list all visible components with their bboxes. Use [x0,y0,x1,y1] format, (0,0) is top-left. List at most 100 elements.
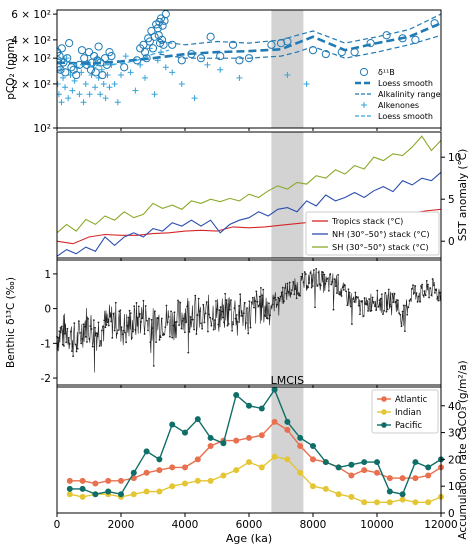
d13c-point [63,344,65,347]
accumulation-point [322,485,329,492]
accumulation-point [207,434,214,441]
y-axis-label: Accumulation rate CaCO₃ (g/m²/a) [457,360,469,539]
y-axis-label: SST anomaly (°C) [457,149,469,242]
d13c-point [277,296,280,299]
alkenone-point [169,69,176,76]
d13c-point [122,329,125,332]
d13c-point [144,305,147,307]
accumulation-point [399,491,406,498]
accumulation-point [399,475,406,482]
y-tick-label: 6 × 10² [11,9,51,21]
d13c-point [340,295,343,297]
d13c-point [405,304,407,307]
legend-marker [381,396,387,402]
d13c-point [274,298,277,301]
d13c-point [377,305,380,308]
accumulation-point [412,459,419,466]
d13c-point [255,290,258,293]
alkenone-point [132,87,139,94]
d13c-point [126,324,129,327]
d13c-point [86,341,88,343]
d13c-point [71,350,73,353]
accumulation-point [374,469,380,476]
alkenone-point [191,95,198,102]
accumulation-point [284,418,291,425]
alkenone-point [284,72,291,79]
d13c-point [167,315,170,318]
d13c-point [69,330,72,333]
alkenone-point [127,69,134,76]
d13c-point [262,288,265,291]
d13c-point [374,305,376,308]
y-tick-label: 3 × 10² [11,53,51,65]
alkenone-point [58,99,65,106]
d13c-point [273,296,276,299]
d13c-point [217,323,220,326]
legend-label: δ¹¹B [378,68,395,77]
d13c-point [208,313,210,316]
accumulation-point [348,472,355,479]
alkenone-point [71,77,78,84]
y-tick-label: -1 [41,338,51,350]
d13c-point [76,347,79,350]
d13c-point [66,327,69,330]
alkenone-point [122,53,129,60]
d13c-point [337,273,339,276]
d13c-point [293,293,296,296]
accumulation-point [207,477,214,484]
d13c-point [276,303,278,306]
d13c-point [72,355,75,358]
d13c-point [198,310,201,313]
accumulation-point [182,429,188,436]
boron-point [94,42,103,51]
legend-marker [381,409,387,415]
d13c-plot [56,267,442,373]
d13c-point [155,341,157,344]
boron-point [206,32,215,41]
d13c-point [432,284,435,287]
d13c-point [384,291,387,294]
d13c-point [102,325,104,328]
d13c-point [73,322,76,325]
d13c-point [351,323,353,325]
accumulation-point [310,442,316,449]
accumulation-point [374,459,380,466]
d13c-point [241,314,244,317]
d13c-point [311,285,314,287]
accumulation-point [66,485,73,492]
d13c-point [289,292,292,295]
d13c-point [107,324,110,327]
d13c-line [56,268,441,373]
alkenone-point [217,66,224,73]
d13c-point [177,299,179,302]
alkenone-point [162,64,169,71]
d13c-point [119,309,122,312]
accumulation-point [79,477,86,484]
d13c-point [281,286,284,289]
d13c-point [379,297,382,300]
d13c-point [242,312,245,315]
d13c-point [368,298,371,300]
alkenone-point [102,95,109,102]
boron-point [168,40,177,49]
d13c-point [98,345,101,347]
d13c-point [327,289,330,292]
d13c-point [264,315,267,317]
y-tick-label: 1 [44,269,51,281]
d13c-point [202,303,205,306]
d13c-point [83,325,86,328]
accumulation-point [118,477,124,484]
d13c-point [194,294,197,297]
d13c-point [354,291,357,294]
accumulation-point [169,483,176,490]
d13c-point [433,291,436,294]
boron-point [177,56,186,65]
d13c-point [315,267,318,270]
boron-point [161,10,170,19]
accumulation-point [79,493,86,500]
d13c-point [204,312,207,315]
d13c-point [430,294,433,296]
d13c-point [437,299,440,302]
d13c-point [294,288,297,291]
boron-point [69,65,78,74]
